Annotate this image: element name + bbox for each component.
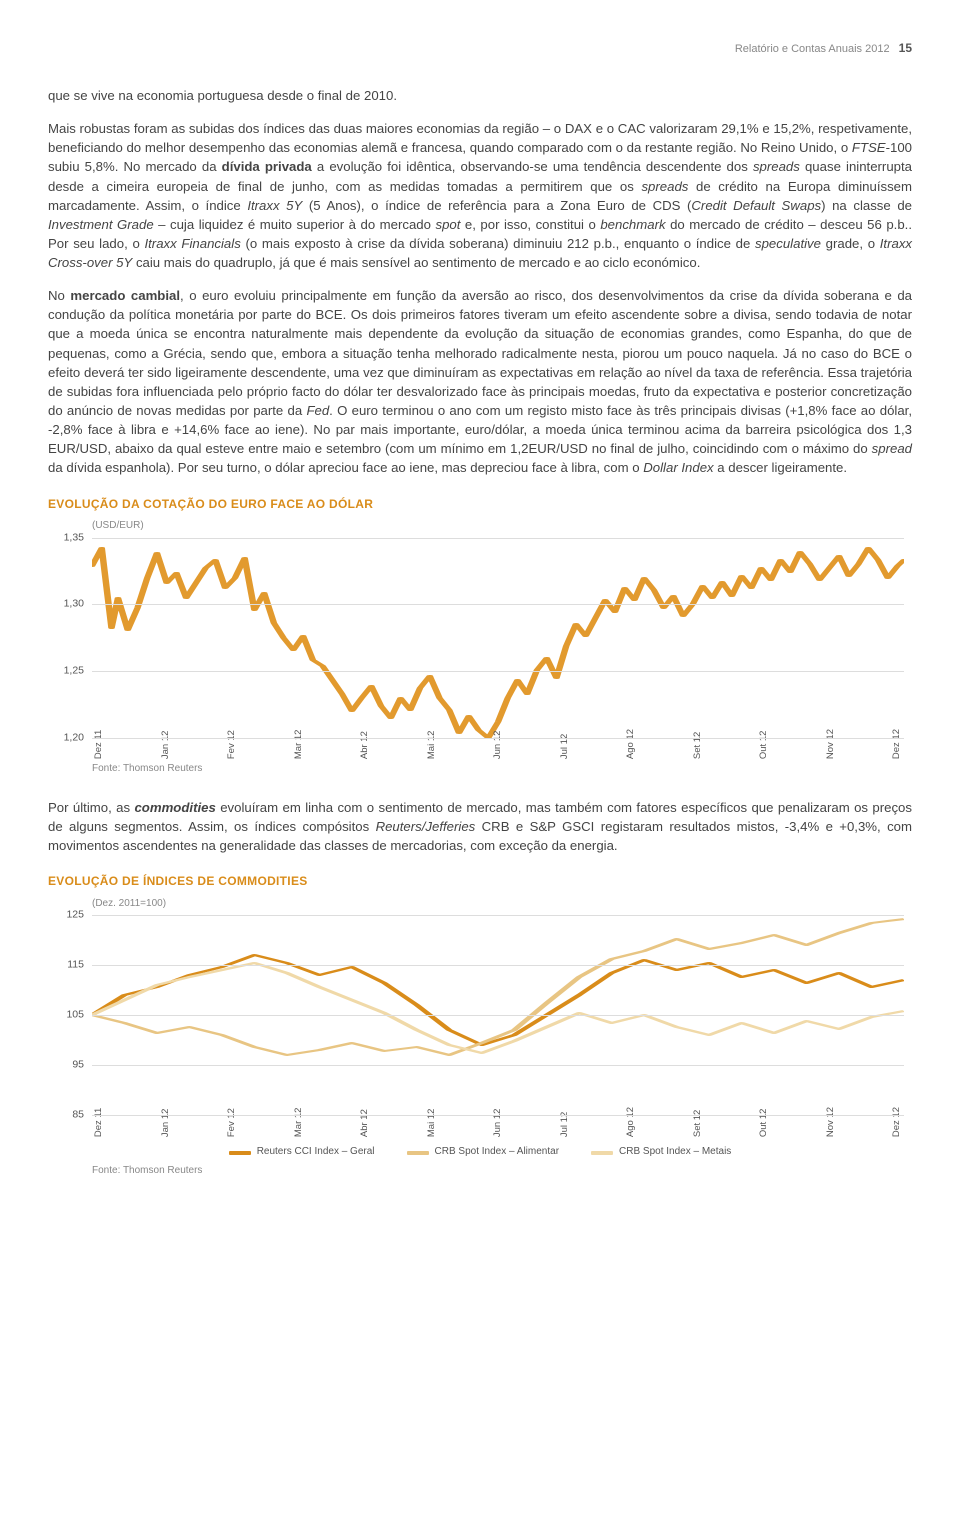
- page-header: Relatório e Contas Anuais 2012 15: [48, 40, 912, 58]
- legend-item: CRB Spot Index – Alimentar: [407, 1145, 560, 1160]
- chart1-xtick: Jul 12: [558, 729, 572, 759]
- chart2-source: Fonte: Thomson Reuters: [92, 1164, 912, 1179]
- chart1-xtick: Abr 12: [358, 729, 372, 759]
- chart1-xtick: Dez 12: [890, 729, 904, 759]
- chart-commodities: EVOLUÇÃO DE ÍNDICES DE COMMODITIES (Dez.…: [48, 873, 912, 1178]
- chart1-title: EVOLUÇÃO DA COTAÇÃO DO EURO FACE AO DÓLA…: [48, 496, 912, 513]
- chart1-xtick: Fev 12: [225, 729, 239, 759]
- chart2-xtick: Dez 12: [890, 1107, 904, 1137]
- paragraph-lead: que se vive na economia portuguesa desde…: [48, 86, 912, 105]
- chart1-xtick: Dez 11: [92, 729, 106, 759]
- legend-label: Reuters CCI Index – Geral: [257, 1145, 375, 1160]
- paragraph-forex: No mercado cambial, o euro evoluiu princ…: [48, 286, 912, 477]
- chart2-ytick: 85: [48, 1108, 84, 1123]
- chart2-xtick: Ago 12: [624, 1107, 638, 1137]
- chart2-xtick: Out 12: [757, 1107, 771, 1137]
- chart1-xtick: Jan 12: [159, 729, 173, 759]
- chart1-xtick: Mai 12: [425, 729, 439, 759]
- chart1-xtick: Ago 12: [624, 729, 638, 759]
- chart1-svg: [92, 538, 904, 738]
- paragraph-commodities: Por último, as commodities evoluíram em …: [48, 798, 912, 855]
- chart2-unit: (Dez. 2011=100): [92, 897, 912, 912]
- chart2-plot-area: Dez 11 Jan 12 Fev 12 Mar 12 Abr 12 Mai 12 Jun …: [48, 915, 912, 1135]
- chart1-xtick: Out 12: [757, 729, 771, 759]
- paragraph-private-debt: Mais robustas foram as subidas dos índic…: [48, 119, 912, 272]
- legend-label: CRB Spot Index – Alimentar: [435, 1145, 560, 1160]
- chart1-ytick: 1,20: [48, 730, 84, 745]
- chart2-ytick: 105: [48, 1008, 84, 1023]
- chart-euro-dollar: EVOLUÇÃO DA COTAÇÃO DO EURO FACE AO DÓLA…: [48, 496, 912, 776]
- legend-item: CRB Spot Index – Metais: [591, 1145, 731, 1160]
- legend-label: CRB Spot Index – Metais: [619, 1145, 731, 1160]
- chart2-ytick: 115: [48, 958, 84, 973]
- chart1-xtick: Jun 12: [491, 729, 505, 759]
- chart2-xtick: Set 12: [691, 1107, 705, 1137]
- chart2-xtick: Mar 12: [292, 1107, 306, 1137]
- chart1-plot-area: Dez 11 Jan 12 Fev 12 Mar 12 Abr 12 Mai 12 Jun …: [48, 538, 912, 758]
- chart2-ytick: 125: [48, 908, 84, 923]
- chart2-xtick: Jun 12: [491, 1107, 505, 1137]
- chart2-xtick: Fev 12: [225, 1107, 239, 1137]
- chart2-ytick: 95: [48, 1058, 84, 1073]
- chart1-xtick: Mar 12: [292, 729, 306, 759]
- page-number: 15: [899, 41, 912, 55]
- chart2-xtick: Jul 12: [558, 1107, 572, 1137]
- chart1-xtick: Set 12: [691, 729, 705, 759]
- chart1-ytick: 1,25: [48, 663, 84, 678]
- chart2-xtick: Mai 12: [425, 1107, 439, 1137]
- chart2-xtick: Nov 12: [824, 1107, 838, 1137]
- report-title: Relatório e Contas Anuais 2012: [735, 43, 890, 55]
- chart2-xtick: Dez 11: [92, 1107, 106, 1137]
- legend-item: Reuters CCI Index – Geral: [229, 1145, 375, 1160]
- legend-swatch: [229, 1151, 251, 1155]
- chart1-unit: (USD/EUR): [92, 519, 912, 534]
- chart1-source: Fonte: Thomson Reuters: [92, 762, 912, 777]
- chart1-ytick: 1,35: [48, 530, 84, 545]
- legend-swatch: [591, 1151, 613, 1155]
- chart2-xtick: Abr 12: [358, 1107, 372, 1137]
- chart1-ytick: 1,30: [48, 597, 84, 612]
- chart2-xtick: Jan 12: [159, 1107, 173, 1137]
- chart2-title: EVOLUÇÃO DE ÍNDICES DE COMMODITIES: [48, 873, 912, 890]
- chart1-xtick: Nov 12: [824, 729, 838, 759]
- legend-swatch: [407, 1151, 429, 1155]
- chart2-legend: Reuters CCI Index – Geral CRB Spot Index …: [48, 1145, 912, 1160]
